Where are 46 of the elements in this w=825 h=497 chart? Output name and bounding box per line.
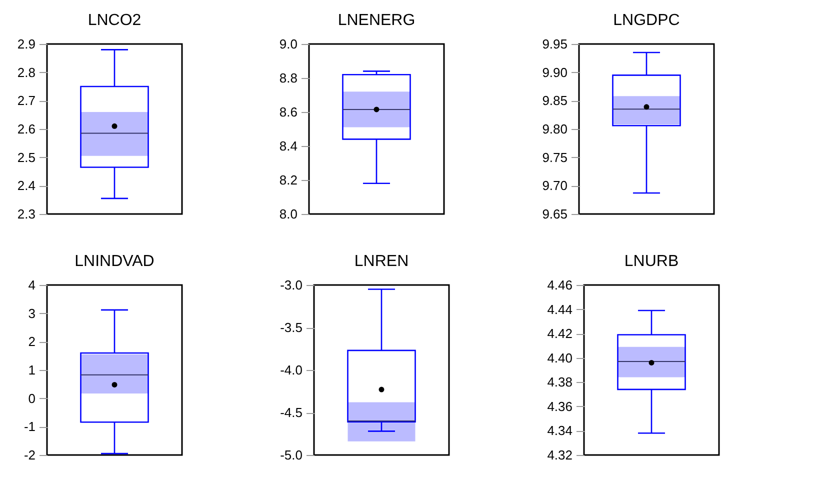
y-tick-label: -4.5 xyxy=(280,405,302,420)
y-tick-label: 4.32 xyxy=(547,448,572,462)
y-tick-label: 4.34 xyxy=(547,423,572,438)
y-tick-label: 3 xyxy=(28,306,36,321)
y-tick-label: 9.85 xyxy=(542,93,568,108)
y-tick-label: 2.3 xyxy=(17,206,36,222)
y-tick-label: 4.46 xyxy=(547,278,572,292)
y-tick-label: 9.80 xyxy=(542,122,568,136)
y-tick-label: 9.0 xyxy=(279,36,298,52)
y-tick-label: 8.8 xyxy=(279,70,298,86)
y-tick-label: 4.38 xyxy=(547,374,572,390)
chart-title: LNINDVAD xyxy=(74,253,154,270)
y-tick-label: 8.6 xyxy=(279,104,298,120)
y-tick-label: 2.7 xyxy=(17,93,36,108)
y-tick-label: 9.95 xyxy=(542,36,568,52)
y-tick-label: 8.4 xyxy=(279,138,298,154)
y-tick-label: 2.8 xyxy=(17,64,36,80)
y-tick-label: 9.75 xyxy=(542,150,568,165)
y-tick-label: -5.0 xyxy=(280,448,302,462)
y-tick-label: -3.0 xyxy=(280,278,302,292)
y-tick-label: 4.42 xyxy=(547,326,572,342)
y-tick-label: 4 xyxy=(28,278,36,292)
y-tick-label: 9.70 xyxy=(542,178,568,194)
y-tick-label: 2.9 xyxy=(17,36,36,52)
y-tick-label: 2.5 xyxy=(17,150,36,165)
y-tick-label: 1 xyxy=(28,362,36,378)
y-tick-label: 9.90 xyxy=(542,64,568,80)
chart-title: LNURB xyxy=(624,253,679,270)
y-tick-label: -1 xyxy=(24,419,36,434)
y-tick-label: 8.2 xyxy=(279,172,298,188)
y-tick-label: 8.0 xyxy=(279,206,298,222)
y-tick-label: 2.6 xyxy=(17,122,36,136)
y-tick-label: -4.0 xyxy=(280,362,302,378)
y-tick-label: 4.44 xyxy=(547,302,572,317)
y-tick-label: 2.4 xyxy=(17,178,36,194)
y-tick-label: 4.40 xyxy=(547,350,572,366)
chart-title: LNGDPC xyxy=(613,12,680,29)
y-tick-label: 2 xyxy=(28,334,36,350)
chart-title: LNENERG xyxy=(338,12,416,29)
y-tick-label: -3.5 xyxy=(280,320,302,335)
chart-title: LNREN xyxy=(354,253,409,270)
chart-title: LNCO2 xyxy=(88,12,142,29)
y-tick-label: 4.36 xyxy=(547,398,572,414)
y-tick-label: 0 xyxy=(28,390,36,406)
y-tick-label: 9.65 xyxy=(542,206,568,222)
y-tick-label: -2 xyxy=(24,448,36,462)
